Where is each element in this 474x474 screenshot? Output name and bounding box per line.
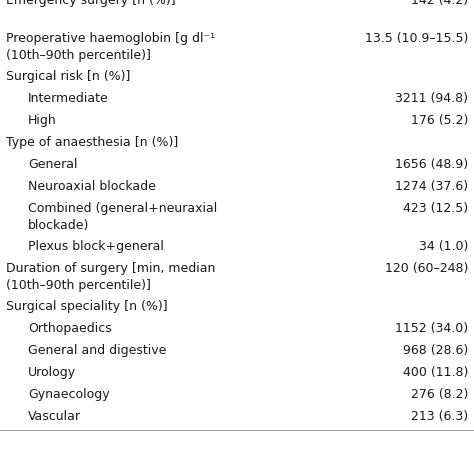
Text: 276 (8.2): 276 (8.2) — [410, 388, 468, 401]
Text: 34 (1.0): 34 (1.0) — [419, 240, 468, 253]
Text: General and digestive: General and digestive — [28, 344, 166, 357]
Text: Plexus block+general: Plexus block+general — [28, 240, 164, 253]
Text: 1152 (34.0): 1152 (34.0) — [395, 322, 468, 335]
Text: Type of anaesthesia [n (%)]: Type of anaesthesia [n (%)] — [6, 136, 178, 149]
Text: 176 (5.2): 176 (5.2) — [410, 114, 468, 127]
Text: Gynaecology: Gynaecology — [28, 388, 109, 401]
Text: Neuroaxial blockade: Neuroaxial blockade — [28, 180, 156, 193]
Text: 1656 (48.9): 1656 (48.9) — [395, 158, 468, 171]
Text: 423 (12.5): 423 (12.5) — [403, 202, 468, 215]
Text: High: High — [28, 114, 57, 127]
Text: 120 (60–248): 120 (60–248) — [384, 262, 468, 275]
Text: Intermediate: Intermediate — [28, 92, 109, 105]
Text: 213 (6.3): 213 (6.3) — [411, 410, 468, 423]
Text: Combined (general+neuraxial
blockade): Combined (general+neuraxial blockade) — [28, 202, 217, 231]
Text: Surgical speciality [n (%)]: Surgical speciality [n (%)] — [6, 300, 168, 313]
Text: Preoperative haemoglobin [g dl⁻¹
(10th–90th percentile)]: Preoperative haemoglobin [g dl⁻¹ (10th–9… — [6, 32, 215, 62]
Text: 142 (4.2): 142 (4.2) — [411, 0, 468, 8]
Text: Duration of surgery [min, median
(10th–90th percentile)]: Duration of surgery [min, median (10th–9… — [6, 262, 215, 292]
Text: 3211 (94.8): 3211 (94.8) — [395, 92, 468, 105]
Text: 400 (11.8): 400 (11.8) — [402, 366, 468, 379]
Text: 13.5 (10.9–15.5): 13.5 (10.9–15.5) — [365, 32, 468, 45]
Text: Urology: Urology — [28, 366, 76, 379]
Text: Emergency surgery [n (%)]: Emergency surgery [n (%)] — [6, 0, 176, 8]
Text: 968 (28.6): 968 (28.6) — [403, 344, 468, 357]
Text: 1274 (37.6): 1274 (37.6) — [395, 180, 468, 193]
Text: Surgical risk [n (%)]: Surgical risk [n (%)] — [6, 70, 130, 83]
Text: General: General — [28, 158, 78, 171]
Text: Vascular: Vascular — [28, 410, 81, 423]
Text: Orthopaedics: Orthopaedics — [28, 322, 112, 335]
